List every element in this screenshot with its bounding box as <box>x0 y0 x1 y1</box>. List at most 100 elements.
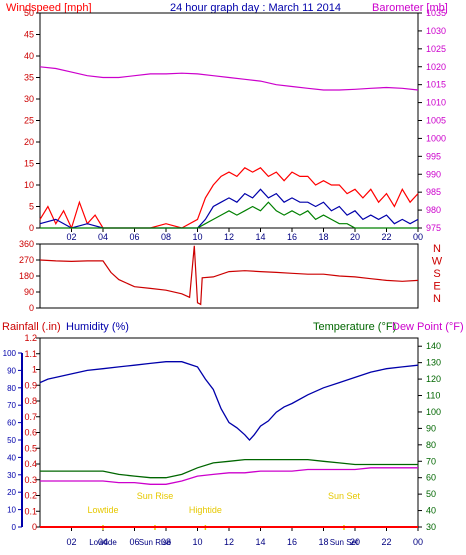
wind-y-tick-label: 10 <box>24 180 34 190</box>
event-label: Sun Set <box>328 491 361 501</box>
baro-y-tick-label: 975 <box>426 223 441 233</box>
humidity-y-tick-label: 40 <box>7 453 16 462</box>
wind-y-tick-label: 20 <box>24 137 34 147</box>
humidity-y-tick-label: 50 <box>7 436 16 445</box>
rainfall-axis-title: Rainfall (.in) <box>2 321 61 333</box>
wind-x-tick-label: 20 <box>350 232 360 242</box>
wind-x-tick-label: 22 <box>381 232 391 242</box>
rain-y-tick-label: 0.1 <box>24 506 37 516</box>
temp-y-tick-label: 100 <box>426 407 441 417</box>
direction-y-tick-label: 90 <box>24 287 34 297</box>
rain-y-tick-label: 1.2 <box>24 333 37 343</box>
rain-y-tick-label: 0.8 <box>24 396 37 406</box>
wind-x-tick-label: 04 <box>98 232 108 242</box>
temp-y-tick-label: 110 <box>426 391 440 401</box>
wind-y-tick-label: 35 <box>24 73 34 83</box>
climate-x-tick-label: 12 <box>224 537 234 547</box>
rain-y-tick-label: 0.7 <box>24 412 37 422</box>
humidity-y-tick-label: 90 <box>7 366 16 375</box>
baro-y-tick-label: 1010 <box>426 98 446 108</box>
rain-y-tick-label: 0.6 <box>24 428 37 438</box>
graph-title: 24 hour graph day : March 11 2014 <box>170 2 341 14</box>
rain-y-tick-label: 0.3 <box>24 475 37 485</box>
baro-y-tick-label: 995 <box>426 151 441 161</box>
series-humidity <box>39 361 419 441</box>
climate-x-tick-label: 16 <box>287 537 297 547</box>
humidity-y-tick-label: 60 <box>7 419 16 428</box>
humidity-y-tick-label: 20 <box>7 488 16 497</box>
rain-y-tick-label: 0.4 <box>24 459 37 469</box>
climate-x-tick-label: 08 <box>161 537 171 547</box>
series-gust <box>39 167 419 230</box>
humidity-y-tick-label: 0 <box>12 523 17 532</box>
direction-y-tick-label: 360 <box>19 239 34 249</box>
direction-y-tick-label: 180 <box>19 271 34 281</box>
temp-y-tick-label: 120 <box>426 374 441 384</box>
wind-y-tick-label: 40 <box>24 51 34 61</box>
baro-y-tick-label: 985 <box>426 187 441 197</box>
dewpoint-axis-title: Dew Point (°F) <box>392 321 464 333</box>
baro-y-tick-label: 1020 <box>426 62 446 72</box>
temp-y-tick-label: 50 <box>426 489 436 499</box>
series-wind-direction <box>39 245 419 306</box>
climate-x-tick-label: 06 <box>129 537 139 547</box>
wind-y-tick-label: 15 <box>24 159 34 169</box>
temp-y-tick-label: 60 <box>426 473 436 483</box>
barometer-axis-title: Barometer [mb] <box>372 2 448 14</box>
series-layer <box>39 66 419 528</box>
event-label: Lowtide <box>87 505 118 515</box>
climate-x-tick-label: 14 <box>255 537 265 547</box>
windspeed-axis-title: Windspeed [mph] <box>6 2 92 14</box>
temp-y-tick-label: 80 <box>426 440 436 450</box>
event-axis-label: Sun Set <box>330 538 359 547</box>
humidity-y-tick-label: 70 <box>7 401 16 410</box>
baro-y-tick-label: 1035 <box>426 8 446 18</box>
temp-y-tick-label: 30 <box>426 522 436 532</box>
event-axis-label: Lowtide <box>89 538 117 547</box>
series-dew-point <box>40 467 418 485</box>
wind-x-tick-label: 18 <box>318 232 328 242</box>
rain-y-tick-label: 1.1 <box>24 349 37 359</box>
baro-y-tick-label: 1005 <box>426 116 446 126</box>
compass-label: N <box>433 243 441 255</box>
temp-y-tick-label: 140 <box>426 341 441 351</box>
wind-x-tick-label: 06 <box>129 232 139 242</box>
wind-x-tick-label: 12 <box>224 232 234 242</box>
humidity-y-tick-label: 30 <box>7 471 16 480</box>
wind-y-tick-label: 30 <box>24 94 34 104</box>
climate-x-tick-label: 20 <box>350 537 360 547</box>
grid-layer <box>18 12 422 531</box>
compass-label: N <box>433 293 441 305</box>
temp-y-tick-label: 90 <box>426 423 436 433</box>
rain-y-tick-label: 1 <box>32 365 37 375</box>
climate-x-tick-label: 02 <box>66 537 76 547</box>
baro-y-tick-label: 990 <box>426 169 441 179</box>
wind-y-tick-label: 0 <box>29 223 34 233</box>
rain-y-tick-label: 0.2 <box>24 491 37 501</box>
wind-x-tick-label: 08 <box>161 232 171 242</box>
wind-x-tick-label: 00 <box>413 232 423 242</box>
baro-y-tick-label: 1015 <box>426 80 446 90</box>
baro-y-tick-label: 980 <box>426 205 441 215</box>
wind-x-tick-label: 10 <box>192 232 202 242</box>
event-label: Sun Rise <box>137 491 174 501</box>
humidity-y-tick-label: 80 <box>7 384 16 393</box>
wind-x-tick-label: 14 <box>255 232 265 242</box>
rain-y-tick-label: 0.9 <box>24 380 37 390</box>
humidity-axis-title: Humidity (%) <box>66 321 129 333</box>
rain-y-tick-label: 0.5 <box>24 443 37 453</box>
baro-y-tick-label: 1025 <box>426 44 446 54</box>
climate-x-tick-label: 18 <box>318 537 328 547</box>
wind-y-tick-label: 5 <box>29 202 34 212</box>
direction-y-tick-label: 0 <box>29 303 34 313</box>
wind-y-tick-label: 25 <box>24 116 34 126</box>
wind-x-tick-label: 16 <box>287 232 297 242</box>
climate-x-tick-label: 04 <box>98 537 108 547</box>
wind-y-tick-label: 50 <box>24 8 34 18</box>
temperature-axis-title: Temperature (°F) <box>313 321 396 333</box>
series-temperature <box>40 458 418 479</box>
series-barometer <box>39 66 419 91</box>
